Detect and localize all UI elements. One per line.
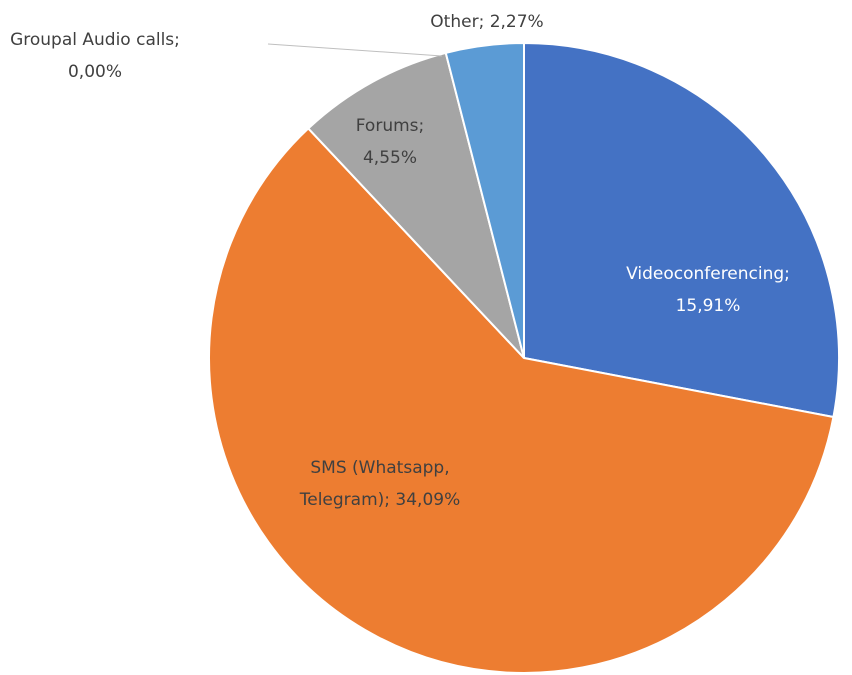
data-label: Forums; <box>356 116 424 136</box>
pie-slice <box>306 51 525 359</box>
data-label: SMS (Whatsapp, <box>310 458 449 478</box>
pie-slice <box>523 41 840 419</box>
data-label: Videoconferencing; <box>626 264 790 284</box>
pie-slice <box>208 126 835 674</box>
data-label: 4,55% <box>363 148 417 168</box>
data-label: Telegram); 34,09% <box>299 490 460 510</box>
data-label: Other; 2,27% <box>430 12 543 32</box>
data-label: 15,91% <box>676 296 741 316</box>
data-label: Groupal Audio calls; <box>10 30 180 50</box>
leader-line <box>267 43 443 57</box>
data-label: 0,00% <box>68 62 122 82</box>
pie-slice <box>444 41 525 359</box>
